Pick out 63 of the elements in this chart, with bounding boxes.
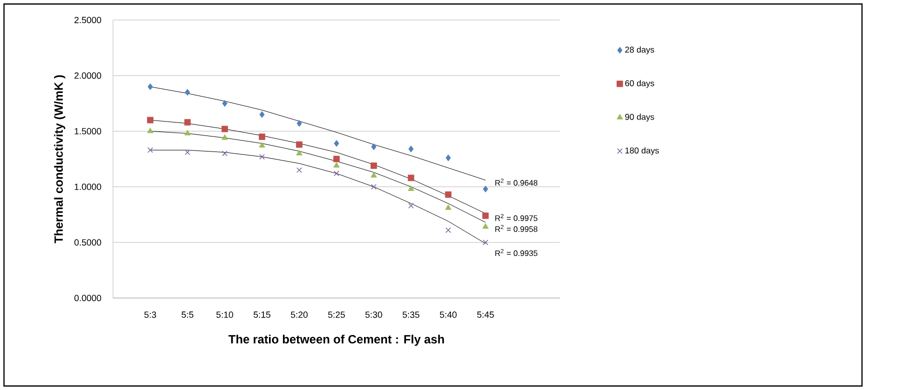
point: [446, 154, 451, 162]
y-axis-title: Thermal conductivity (W/mK ): [54, 75, 66, 244]
point: [222, 134, 228, 140]
point: [408, 202, 414, 208]
point: [445, 227, 452, 233]
point: [259, 111, 265, 118]
point: [148, 83, 153, 90]
point: [445, 204, 452, 210]
point: [482, 186, 488, 192]
point: [333, 162, 340, 168]
point: [408, 174, 414, 182]
point: [445, 191, 452, 198]
point: [370, 162, 377, 169]
point: [370, 184, 377, 190]
point: [408, 185, 414, 191]
point: [370, 172, 377, 178]
x-tick-label: 5:45: [477, 312, 494, 318]
x-tick-label: 5:15: [254, 312, 270, 318]
point: [184, 88, 190, 96]
point: [296, 150, 302, 156]
legend-label: 60 days: [625, 80, 654, 88]
y-tick-label: 2.5000: [74, 16, 102, 24]
point: [259, 154, 265, 160]
point: [482, 223, 489, 229]
point: [482, 212, 489, 219]
point: [147, 116, 154, 124]
y-tick-label: 0.5000: [74, 239, 102, 246]
point: [333, 156, 340, 162]
point: [222, 126, 228, 132]
point: [334, 170, 340, 176]
point: [184, 150, 190, 156]
point: [334, 140, 340, 147]
point: [147, 128, 154, 134]
legend-label: 90 days: [625, 114, 654, 122]
x-tick-label: 5:40: [440, 312, 457, 318]
point: [184, 119, 191, 126]
point: [147, 147, 154, 153]
point: [482, 240, 488, 246]
x-tick-label: 5:30: [365, 312, 382, 318]
point: [296, 120, 302, 127]
legend-label: 28 days: [625, 46, 654, 54]
legend-label: 180 days: [625, 147, 659, 156]
x-tick-label: 5:25: [328, 312, 345, 318]
point: [258, 134, 266, 140]
point: [222, 150, 228, 156]
point: [184, 130, 191, 136]
x-tick-label: 5:3: [144, 312, 156, 318]
y-tick-label: 1.0000: [74, 184, 102, 190]
point: [258, 142, 266, 148]
point: [222, 100, 228, 107]
y-tick-label: 1.5000: [74, 128, 102, 134]
line-series: [150, 150, 486, 244]
x-tick-label: 5:20: [290, 312, 308, 318]
y-tick-label: 2.0000: [74, 72, 102, 79]
point: [296, 141, 302, 148]
point: [371, 143, 376, 150]
x-tick-label: 5:35: [402, 312, 420, 318]
y-tick-label: 0.0000: [74, 294, 102, 302]
x-tick-label: 5:5: [182, 312, 194, 318]
x-tick-label: 5:10: [216, 312, 234, 318]
x-axis-title: The ratio between of Cement : Fly ash: [228, 334, 444, 346]
point: [296, 167, 302, 173]
point: [408, 146, 414, 152]
